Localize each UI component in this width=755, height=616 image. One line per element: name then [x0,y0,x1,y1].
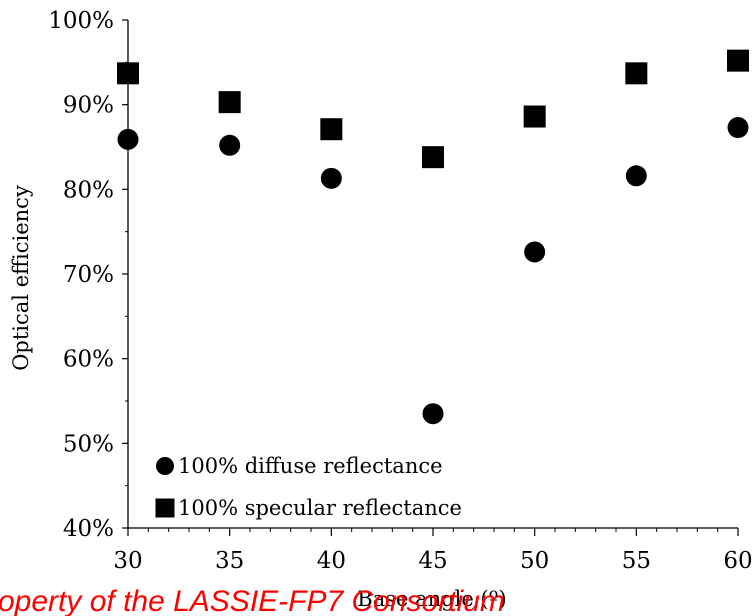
diffuse-point [727,117,749,139]
diffuse-point [524,241,546,263]
x-tick-label: 35 [215,548,244,574]
specular-point [625,62,648,85]
y-tick-label: 90% [63,93,114,119]
y-tick-label: 50% [63,431,114,457]
x-tick-label: 60 [723,548,752,574]
axes [122,19,739,536]
x-tick-label: 40 [317,548,346,574]
x-tick-label: 30 [113,548,142,574]
legend-label: 100% specular reflectance [178,496,462,520]
data-points [117,49,749,425]
specular-point [218,91,241,114]
diffuse-point [625,165,647,187]
specular-point [727,49,749,72]
y-axis-title: Optical efficiency [9,185,33,371]
y-tick-label: 60% [63,347,114,373]
y-tick-label: 80% [63,177,114,203]
watermark-text: operty of the LASSIE-FP7 Consortium [0,585,505,616]
specular-point [320,118,343,141]
diffuse-point [320,167,342,189]
diffuse-point [422,403,444,425]
y-tick-labels: 40% 50% 60% 70% 80% 90% 100% [48,8,114,542]
x-tick-label: 45 [418,548,447,574]
specular-point [117,62,139,85]
specular-point [523,105,546,128]
x-tick-labels: 30 35 40 45 50 55 60 [113,548,752,574]
y-tick-label: 100% [48,8,114,34]
legend-marker-square [155,498,175,518]
y-tick-label: 70% [63,262,114,288]
diffuse-point [219,134,241,156]
legend-label: 100% diffuse reflectance [178,454,443,478]
x-axis-title: Base angle (º) [357,587,506,611]
legend: 100% diffuse reflectance 100% specular re… [155,454,462,520]
y-tick-label: 40% [63,516,114,542]
x-tick-label: 50 [520,548,549,574]
x-tick-label: 55 [622,548,651,574]
specular-point [422,146,444,169]
legend-marker-circle [156,457,174,475]
diffuse-point [117,128,139,150]
